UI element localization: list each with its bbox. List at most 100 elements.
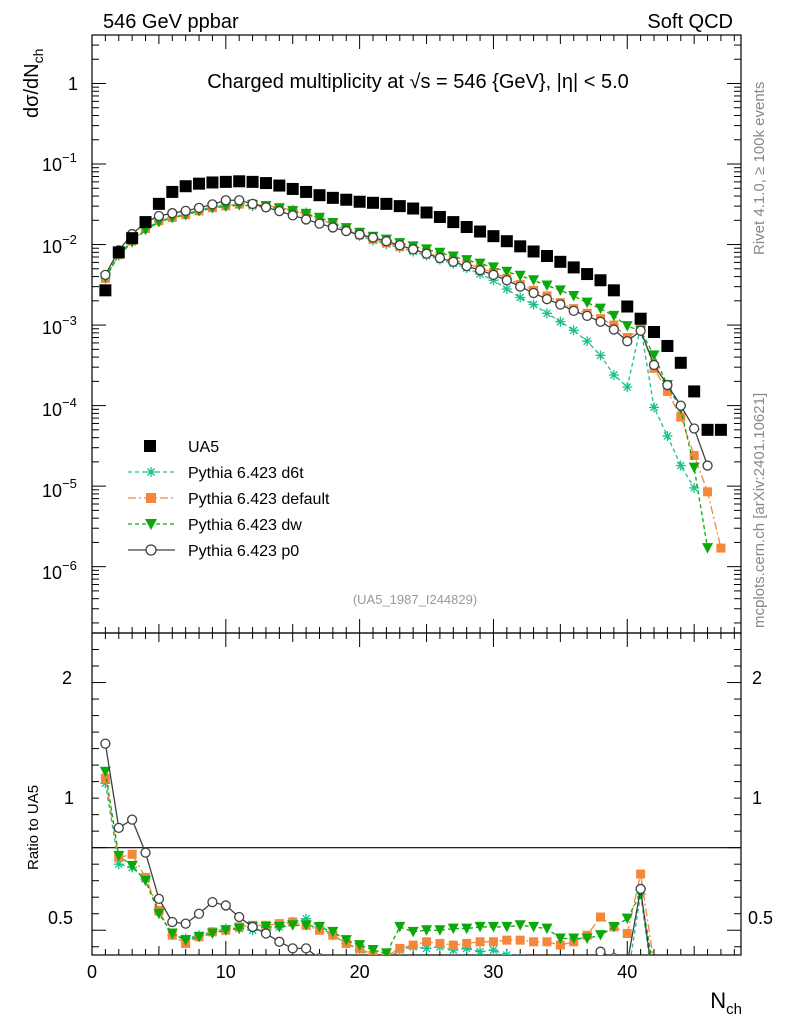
main-point-pythia-6-423-p0: [300, 214, 312, 225]
ratio-point-pythia-6-423-p0: [595, 946, 606, 955]
main-point-pythia-6-423-p0: [528, 287, 539, 299]
main-line-pythia-6-423-dw: [104, 204, 709, 549]
main-point-pythia-6-423-p0: [568, 305, 579, 317]
header-right: Soft QCD: [647, 11, 733, 33]
main-point-ua5: [514, 240, 527, 253]
main-point-pythia-6-423-p0: [622, 336, 633, 347]
main-point-pythia-6-423-p0: [555, 299, 566, 310]
ratio-point-pythia-6-423-p0: [502, 998, 511, 1007]
ratio-point-pythia-6-423-p0: [569, 998, 578, 1007]
main-point-ua5: [233, 175, 246, 188]
ratio-point-pythia-6-423-dw: [340, 935, 352, 946]
ratio-y-tick-1-right: 1: [752, 788, 762, 808]
main-point-pythia-6-423-p0: [474, 265, 486, 276]
main-point-ua5: [487, 230, 500, 243]
main-point-ua5: [648, 326, 661, 339]
legend-marker-p0: [145, 544, 157, 556]
ratio-point-pythia-6-423-p0: [369, 988, 378, 997]
chart-title: Charged multiplicity at √s = 546 {GeV}, …: [207, 71, 629, 93]
main-point-pythia-6-423-p0: [421, 248, 432, 259]
main-point-ua5: [527, 245, 540, 258]
ratio-point-pythia-6-423-dw: [206, 928, 218, 940]
main-point-ua5: [259, 177, 272, 190]
ratio-y-tick-0-5: 0.5: [48, 908, 73, 928]
main-point-pythia-6-423-d6t: [595, 350, 606, 361]
ratio-line-pythia-6-423-p0: [104, 743, 651, 955]
ratio-point-pythia-6-423-d6t: [542, 958, 552, 968]
ratio-point-pythia-6-423-dw: [649, 967, 660, 978]
ratio-point-pythia-6-423-p0: [180, 918, 191, 929]
ratio-point-pythia-6-423-dw: [501, 921, 513, 933]
ratio-point-pythia-6-423-dw: [487, 921, 499, 933]
main-point-ua5: [607, 284, 620, 297]
ratio-point-pythia-6-423-default: [529, 937, 539, 947]
main-point-pythia-6-423-p0: [193, 202, 205, 214]
main-point-ua5: [460, 221, 473, 234]
ratio-point-pythia-6-423-default: [100, 773, 110, 783]
ratio-point-pythia-6-423-dw: [380, 948, 392, 955]
main-point-ua5: [219, 175, 232, 188]
ratio-point-pythia-6-423-dw: [180, 935, 192, 946]
ratio-point-pythia-6-423-default: [515, 935, 525, 945]
main-point-pythia-6-423-dw: [528, 275, 540, 286]
ratio-point-pythia-6-423-dw: [273, 921, 285, 933]
ratio-point-pythia-6-423-dw: [287, 920, 299, 931]
ratio-point-pythia-6-423-p0: [650, 984, 659, 993]
ratio-point-pythia-6-423-default: [488, 937, 498, 947]
legend-marker-ua5: [144, 440, 156, 452]
main-point-pythia-6-423-dw: [461, 255, 473, 266]
ratio-point-pythia-6-423-p0: [300, 943, 312, 954]
legend-label-dw: Pythia 6.423 dw: [188, 517, 302, 534]
ratio-data: [99, 738, 660, 1007]
main-point-pythia-6-423-dw: [487, 262, 499, 273]
ratio-point-pythia-6-423-p0: [126, 814, 138, 825]
main-point-ua5: [99, 284, 112, 297]
main-point-pythia-6-423-d6t: [541, 308, 552, 319]
main-point-ua5: [112, 246, 125, 259]
y-tick-label-1e-3: 10−3: [42, 313, 77, 338]
ratio-point-pythia-6-423-default: [542, 937, 552, 947]
ratio-y-tick-2-right: 2: [752, 668, 762, 688]
main-point-pythia-6-423-p0: [367, 232, 379, 243]
main-point-ua5: [701, 423, 714, 436]
main-point-ua5: [554, 255, 567, 268]
ratio-point-pythia-6-423-dw: [434, 925, 446, 936]
ratio-point-pythia-6-423-d6t: [595, 968, 605, 978]
main-point-pythia-6-423-dw: [621, 321, 633, 332]
ratio-point-pythia-6-423-dw: [554, 933, 566, 944]
main-point-pythia-6-423-p0: [501, 275, 512, 286]
ratio-point-pythia-6-423-dw: [260, 921, 272, 933]
ratio-point-pythia-6-423-default: [622, 929, 632, 939]
ratio-point-pythia-6-423-d6t: [516, 953, 524, 955]
ratio-point-pythia-6-423-d6t: [501, 950, 512, 955]
main-point-pythia-6-423-p0: [153, 210, 165, 222]
ratio-point-pythia-6-423-dw: [354, 940, 366, 951]
main-point-ua5: [661, 339, 674, 352]
main-point-pythia-6-423-p0: [408, 244, 419, 255]
ratio-point-pythia-6-423-p0: [422, 998, 431, 1007]
ratio-point-pythia-6-423-dw: [300, 920, 312, 931]
y-tick-label-1e-5: 10−5: [42, 476, 77, 501]
ratio-point-pythia-6-423-dw: [126, 860, 138, 872]
main-point-pythia-6-423-dw: [594, 303, 606, 315]
ratio-point-pythia-6-423-default: [422, 937, 432, 947]
x-tick-30: 30: [483, 962, 503, 982]
ratio-point-pythia-6-423-p0: [516, 998, 525, 1007]
main-point-pythia-6-423-default: [662, 386, 672, 396]
main-point-ua5: [594, 274, 607, 287]
ratio-point-pythia-6-423-default: [636, 869, 646, 879]
main-point-pythia-6-423-dw: [300, 208, 312, 220]
ratio-point-pythia-6-423-dw: [581, 933, 593, 944]
ratio-point-pythia-6-423-dw: [193, 931, 205, 943]
main-point-pythia-6-423-p0: [648, 359, 660, 371]
ratio-y-tick-2: 2: [62, 668, 72, 688]
legend-star: [146, 467, 156, 477]
main-point-pythia-6-423-p0: [515, 281, 526, 292]
main-point-pythia-6-423-p0: [662, 379, 673, 391]
legend-label-p0: Pythia 6.423 p0: [188, 543, 299, 560]
main-point-pythia-6-423-default: [703, 487, 713, 497]
main-point-ua5: [380, 197, 393, 210]
mcplots-credit-text: mcplots.cern.ch [arXiv:2401.10621]: [751, 393, 768, 628]
main-point-ua5: [674, 356, 687, 369]
analysis-id: (UA5_1987_I244829): [353, 592, 477, 607]
